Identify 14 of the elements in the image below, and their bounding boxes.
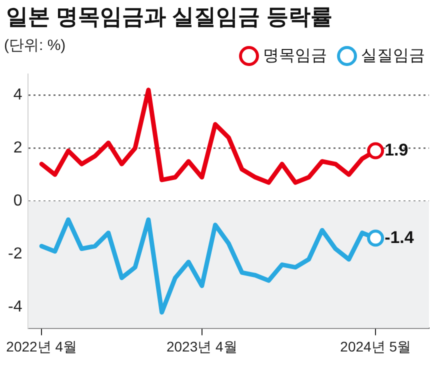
legend-label: 실질임금 [361,47,425,64]
y-tick-label: 4 [13,86,22,104]
y-tick-label: -4 [8,298,22,316]
x-tick-label: 2024년 5월 [340,338,411,354]
x-tick-label: 2022년 4월 [6,338,77,354]
chart-title: 일본 명목임금과 실질임금 등락률 [6,3,332,31]
y-tick-label: -2 [8,245,22,262]
data-label: 1.9 [384,140,408,160]
x-tick-label: 2023년 4월 [166,338,238,354]
y-tick-label: 0 [13,192,22,210]
chart-subtitle: (단위: %) [4,36,66,55]
legend-label: 명목임금 [263,47,327,64]
y-tick-label: 2 [13,140,22,157]
data-label: -1.4 [384,228,414,247]
